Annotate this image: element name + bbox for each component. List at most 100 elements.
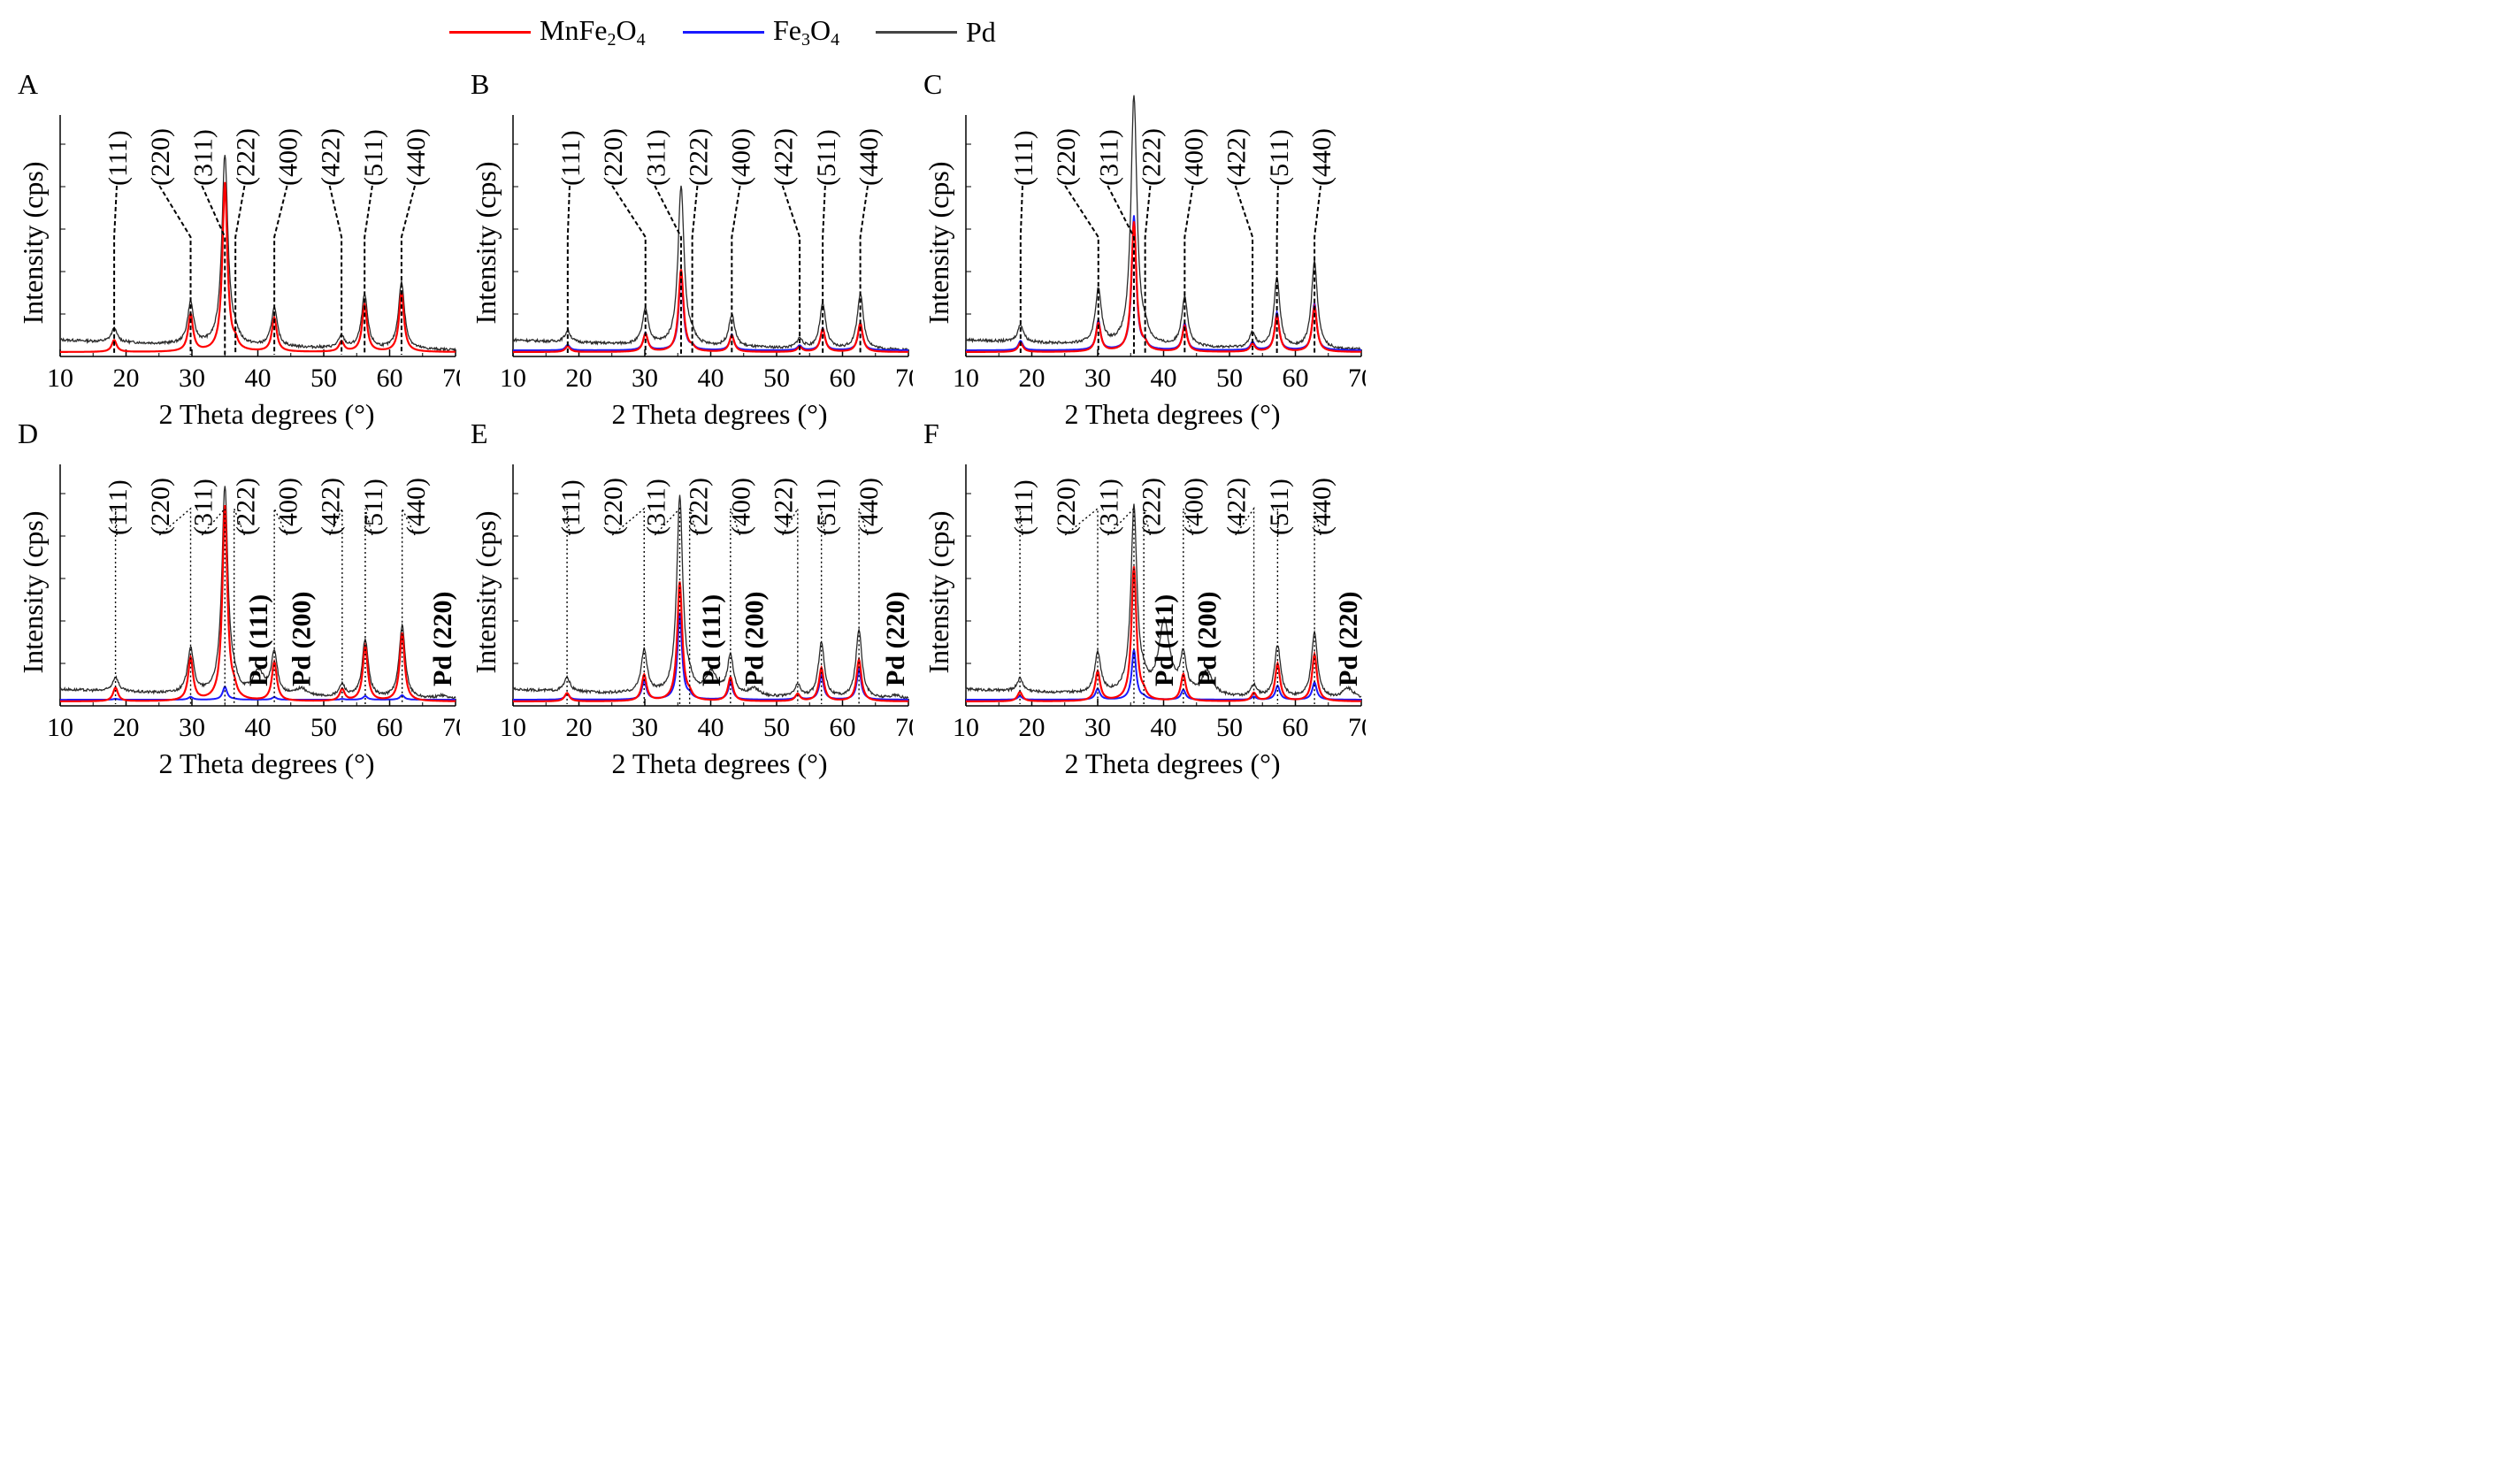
x-tick-label-e: 30 [632, 713, 658, 742]
series-line-fe3o4-b [513, 272, 908, 351]
pd-peak-label-e: Pd (220) [881, 592, 910, 687]
peak-leader-line-d [114, 508, 118, 704]
xrd-panel-b: B Intensity (cps) 10 20 30 40 50 60 70 2 Theta de… [453, 60, 913, 436]
peak-hkl-label-f: (440) [1307, 478, 1337, 535]
x-tick-label-a: 70 [442, 364, 460, 393]
x-axis-label-e: 2 Theta degrees (°) [611, 747, 827, 779]
peak-leader-line-b [731, 185, 741, 355]
peak-leader-line-e [820, 508, 826, 704]
xrd-chart-b: B Intensity (cps) 10 20 30 40 50 60 70 2 Theta de… [470, 68, 913, 430]
xrd-panel-a: A Intensity (cps) 10 20 30 40 50 60 70 2 Theta de… [0, 60, 460, 436]
x-tick-label-c: 10 [953, 364, 979, 393]
pd-peak-label-d: Pd (220) [428, 592, 457, 687]
chart-legend: MnFe2O4 Fe3O4 Pd [0, 7, 1387, 57]
peak-hkl-label-c: (422) [1222, 128, 1252, 186]
panel-label-a: A [18, 68, 38, 100]
peak-hkl-label-c: (220) [1052, 128, 1081, 186]
peak-leader-line-c [1107, 185, 1135, 355]
peak-hkl-label-b: (511) [812, 129, 841, 186]
legend-swatch-fe3o4 [683, 30, 764, 34]
peak-leader-line-c [1183, 185, 1194, 355]
xrd-chart-c: C Intensity (cps) 10 20 30 40 50 60 70 2 Theta de… [923, 68, 1366, 430]
x-tick-label-a: 20 [113, 364, 140, 393]
xrd-chart-a: A Intensity (cps) 10 20 30 40 50 60 70 2 Theta de… [17, 68, 460, 430]
xrd-chart-e: E Intensity (cps) 10 20 30 40 50 60 70 2 Theta de… [470, 418, 913, 779]
x-tick-label-b: 50 [763, 364, 790, 393]
peak-hkl-label-d: (400) [274, 478, 303, 535]
peak-leader-line-f [1183, 508, 1194, 704]
peak-leader-line-b [781, 185, 801, 355]
peak-leader-line-e [858, 508, 869, 704]
series-line-pd-e [512, 494, 909, 701]
peak-hkl-label-c: (440) [1307, 128, 1337, 186]
x-tick-label-c: 50 [1216, 364, 1243, 393]
peak-hkl-label-e: (400) [727, 478, 756, 535]
peak-hkl-label-b: (111) [556, 130, 586, 186]
x-tick-label-d: 50 [310, 713, 337, 742]
x-tick-label-a: 30 [179, 364, 205, 393]
x-tick-label-f: 70 [1348, 713, 1366, 742]
peak-leader-line-a [201, 185, 226, 355]
series-line-fe3o4-c [966, 215, 1361, 351]
y-axis-label-d: Intensity (cps) [17, 511, 49, 674]
x-tick-label-a: 40 [245, 364, 272, 393]
pd-peak-label-f: Pd (220) [1334, 592, 1363, 687]
series-line-mnfe2o4-b [513, 269, 908, 354]
x-tick-label-e: 20 [566, 713, 593, 742]
peak-leader-line-d [401, 508, 416, 704]
peak-hkl-label-b: (422) [770, 128, 799, 186]
x-tick-label-e: 10 [500, 713, 526, 742]
x-tick-label-c: 30 [1084, 364, 1111, 393]
xrd-panel-e: E Intensity (cps) 10 20 30 40 50 60 70 2 Theta de… [453, 410, 913, 785]
x-tick-label-b: 30 [632, 364, 658, 393]
peak-hkl-label-c: (222) [1137, 128, 1166, 186]
panel-label-d: D [18, 418, 38, 449]
peak-hkl-label-d: (511) [359, 479, 388, 535]
peak-leader-line-c [1314, 185, 1321, 355]
peak-leader-line-c [1275, 185, 1279, 355]
peak-hkl-label-f: (220) [1052, 478, 1081, 535]
peak-leader-line-f [1019, 508, 1023, 704]
peak-leader-line-e [654, 507, 681, 704]
pd-peak-label-e: Pd (111) [697, 594, 726, 686]
peak-hkl-label-e: (422) [770, 478, 799, 535]
x-tick-label-d: 40 [245, 713, 272, 742]
x-tick-label-b: 10 [500, 364, 526, 393]
x-tick-label-b: 70 [895, 364, 913, 393]
x-axis-label-c: 2 Theta degrees (°) [1064, 398, 1280, 430]
peak-hkl-label-a: (440) [402, 128, 431, 186]
pd-peak-label-d: Pd (111) [244, 594, 273, 686]
peak-hkl-label-e: (440) [854, 478, 884, 535]
xrd-panel-d: D Intensity (cps) 10 20 30 40 50 60 70 2 Theta de… [0, 410, 460, 785]
x-tick-label-e: 50 [763, 713, 790, 742]
peak-leader-line-a [400, 185, 416, 355]
peak-leader-line-d [329, 508, 343, 704]
peak-leader-line-c [1234, 185, 1254, 355]
peak-hkl-label-b: (222) [684, 128, 713, 186]
peak-hkl-label-c: (111) [1009, 130, 1038, 186]
series-line-mnfe2o4-c [966, 221, 1361, 353]
x-tick-label-f: 30 [1084, 713, 1111, 742]
x-axis-label-a: 2 Theta degrees (°) [158, 398, 374, 430]
peak-leader-line-f [1143, 508, 1152, 704]
legend-item-pd: Pd [876, 7, 996, 57]
peak-hkl-label-f: (511) [1265, 479, 1294, 535]
xrd-panel-c: C Intensity (cps) 10 20 30 40 50 60 70 2 Theta de… [906, 60, 1366, 436]
xrd-chart-f: F Intensity (cps) 10 20 30 40 50 60 70 2 Theta de… [923, 418, 1366, 779]
peak-hkl-label-a: (111) [103, 130, 133, 186]
peak-hkl-label-e: (222) [684, 478, 713, 535]
peak-hkl-label-c: (311) [1094, 129, 1123, 186]
legend-item-mnfe2o4: MnFe2O4 [449, 7, 646, 57]
peak-leader-line-d [233, 508, 246, 704]
peak-hkl-label-d: (220) [146, 478, 175, 535]
peak-hkl-label-f: (311) [1094, 479, 1123, 535]
peak-hkl-label-d: (111) [103, 479, 133, 535]
x-tick-label-a: 50 [310, 364, 337, 393]
peak-leader-line-a [273, 185, 288, 355]
series-line-mnfe2o4-a [60, 181, 456, 353]
xrd-chart-d: D Intensity (cps) 10 20 30 40 50 60 70 2 Theta de… [17, 418, 460, 779]
x-tick-label-a: 10 [47, 364, 73, 393]
series-line-pd-c [965, 95, 1362, 353]
pd-peak-label-f: Pd (111) [1150, 594, 1179, 686]
peak-leader-line-a [234, 185, 246, 355]
